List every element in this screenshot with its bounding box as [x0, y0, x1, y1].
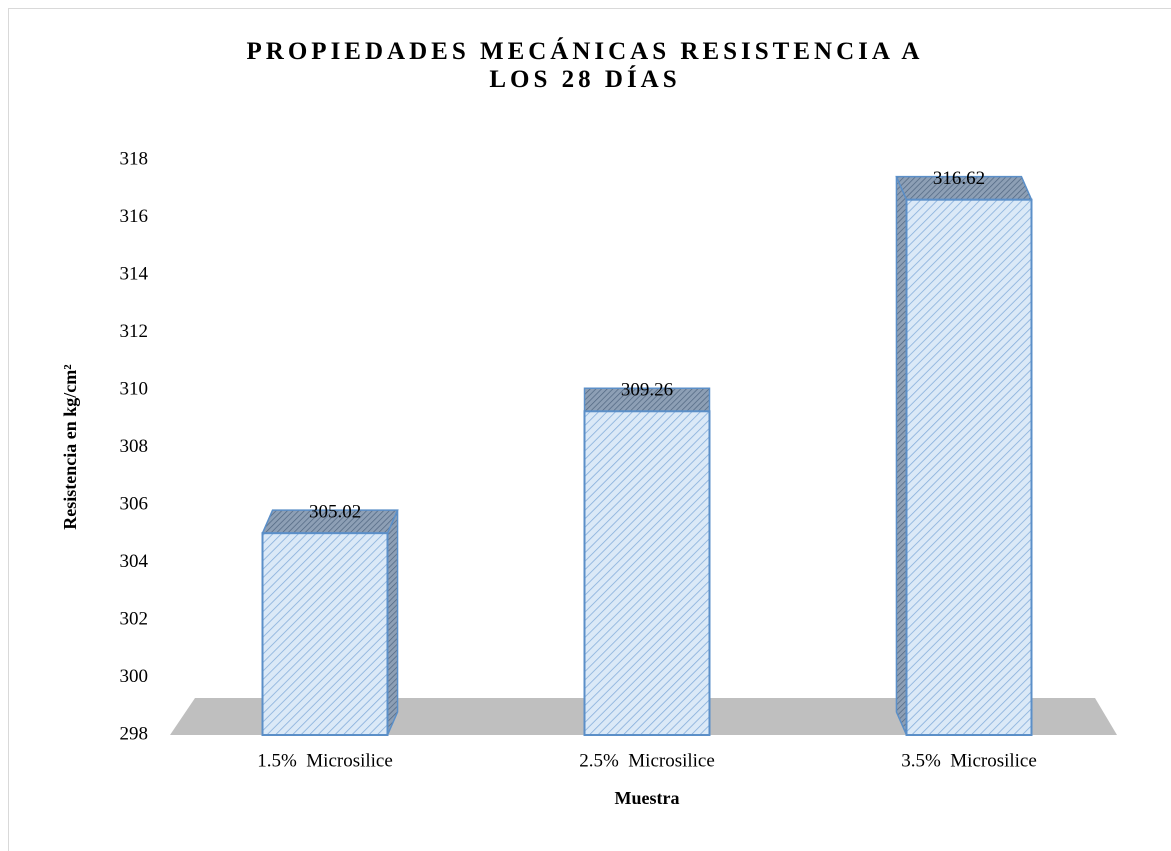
- y-tick-label: 304: [120, 551, 149, 572]
- y-tick-label: 316: [120, 206, 149, 227]
- y-tick-label: 308: [120, 436, 149, 457]
- y-tick-label: 302: [120, 608, 149, 629]
- value-label: 316.62: [933, 168, 985, 189]
- bar: [583, 410, 711, 736]
- chart-border: [8, 8, 1171, 851]
- bar: [905, 198, 1033, 737]
- y-tick-label: 312: [120, 321, 149, 342]
- x-tick-label: 2.5% Microsilice: [579, 750, 715, 771]
- y-tick-label: 310: [120, 378, 149, 399]
- bar-side: [386, 509, 399, 736]
- y-tick-label: 298: [120, 723, 149, 744]
- bar: [261, 532, 389, 736]
- y-tick-label: 300: [120, 666, 149, 687]
- y-tick-label: 306: [120, 493, 149, 514]
- value-label: 309.26: [621, 380, 673, 401]
- y-axis-label: Resistencia en kg/cm²: [60, 364, 80, 529]
- chart-title: PROPIEDADES MECÁNICAS RESISTENCIA A LOS …: [246, 38, 924, 93]
- y-tick-label: 314: [120, 263, 149, 284]
- x-tick-label: 3.5% Microsilice: [901, 750, 1037, 771]
- x-tick-label: 1.5% Microsilice: [257, 750, 393, 771]
- value-label: 305.02: [309, 502, 361, 523]
- bar-side: [895, 176, 908, 736]
- x-axis-label: Muestra: [615, 788, 680, 808]
- y-tick-label: 318: [120, 148, 149, 169]
